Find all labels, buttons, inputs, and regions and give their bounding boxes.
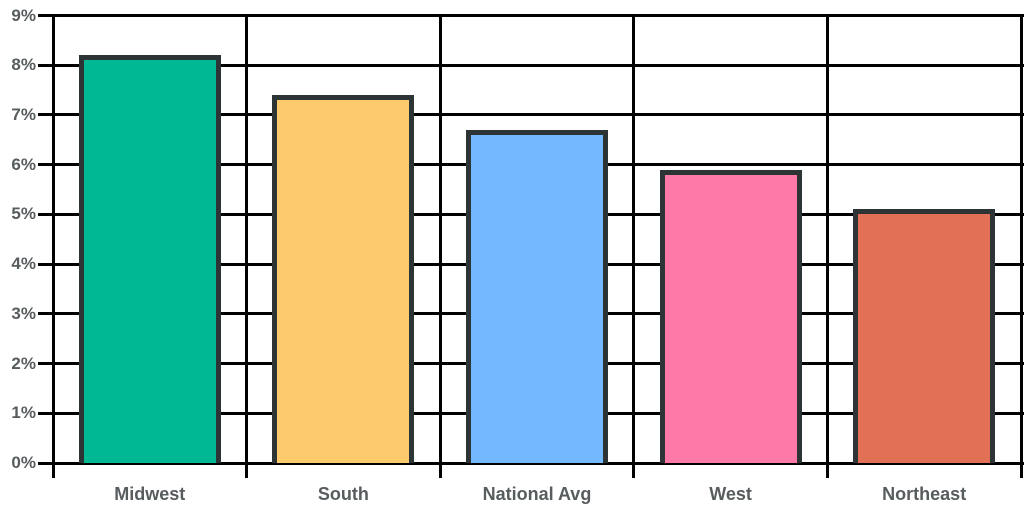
gridline-y-8 <box>38 63 1024 67</box>
bar-northeast <box>853 209 996 463</box>
bar-west <box>659 169 802 463</box>
gridline-y-7 <box>38 113 1024 117</box>
x-axis-label-northeast: Northeast <box>882 484 967 504</box>
gridline-y-9 <box>38 14 1024 17</box>
gridline-x-3 <box>632 14 636 478</box>
gridline-x-1 <box>245 14 249 478</box>
gridline-x-2 <box>438 14 442 478</box>
y-axis-tick-label: 9% <box>11 5 36 25</box>
bar-midwest <box>78 55 221 463</box>
gridline-x-5 <box>1019 14 1023 478</box>
y-axis-tick-label: 6% <box>11 154 36 174</box>
y-axis-tick-label: 2% <box>11 353 36 373</box>
gridline-x-4 <box>825 14 829 478</box>
x-axis-label-south: South <box>317 484 369 504</box>
y-axis-tick-label: 8% <box>11 55 36 75</box>
x-axis-label-national-avg: National Avg <box>482 484 592 504</box>
y-axis-tick-label: 1% <box>11 403 36 423</box>
y-axis-tick-label: 7% <box>11 104 36 124</box>
y-axis-tick-label: 4% <box>11 254 36 274</box>
bar-south <box>272 95 415 463</box>
y-axis-tick-label: 0% <box>11 453 36 472</box>
x-axis-label-west: West <box>709 484 752 504</box>
y-axis-tick-label: 5% <box>11 204 36 224</box>
gridline-x-0 <box>51 14 55 478</box>
gridline-y-0 <box>38 461 1024 465</box>
bar-national-avg <box>466 129 608 463</box>
y-axis-tick-label: 3% <box>11 303 36 323</box>
x-axis-label-midwest: Midwest <box>114 484 186 504</box>
